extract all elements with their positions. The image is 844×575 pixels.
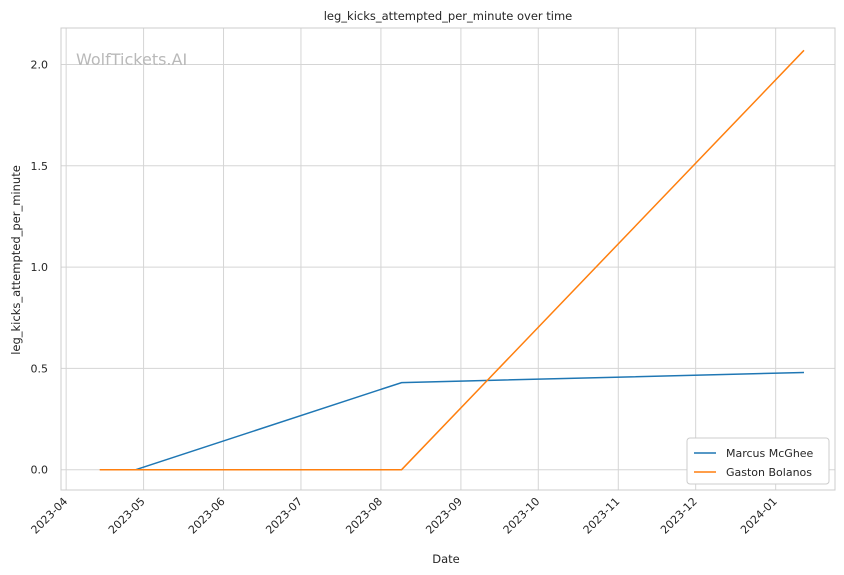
x-tick-label: 2023-04 (29, 495, 71, 537)
legend-label-1: Gaston Bolanos (726, 466, 812, 479)
series-layer (99, 49, 805, 471)
y-tick-label: 0.0 (31, 464, 49, 477)
legend-label-0: Marcus McGhee (726, 447, 814, 460)
watermark: WolfTickets.AI (76, 50, 187, 69)
x-tick-label: 2023-09 (423, 495, 465, 537)
series-line-0 (135, 371, 805, 471)
x-tick-label: 2023-12 (658, 495, 700, 537)
x-tick-label: 2023-08 (343, 495, 385, 537)
series-line-1 (99, 49, 805, 471)
chart-title: leg_kicks_attempted_per_minute over time (324, 9, 573, 23)
y-tick-label: 0.5 (31, 362, 49, 375)
y-tick-label: 1.0 (31, 261, 49, 274)
x-tick-label: 2023-06 (186, 495, 228, 537)
x-tick-label: 2024-01 (738, 495, 780, 537)
x-tick-label: 2023-05 (106, 495, 148, 537)
x-axis-label: Date (432, 552, 460, 566)
y-tick-labels: 0.0 0.5 1.0 1.5 2.0 (31, 58, 49, 476)
x-tick-label: 2023-10 (501, 495, 543, 537)
y-tick-label: 1.5 (31, 160, 49, 173)
legend-box (686, 437, 830, 485)
plot-frame (60, 27, 836, 491)
x-tick-label: 2023-07 (263, 495, 305, 537)
x-tick-labels: 2023-04 2023-05 2023-06 2023-07 2023-08 2023-… (29, 495, 780, 537)
legend: Marcus McGhee Gaston Bolanos (686, 437, 830, 485)
y-tick-label: 2.0 (31, 58, 49, 71)
x-tick-label: 2023-11 (581, 495, 623, 537)
y-axis-label: leg_kicks_attempted_per_minute (9, 165, 23, 355)
